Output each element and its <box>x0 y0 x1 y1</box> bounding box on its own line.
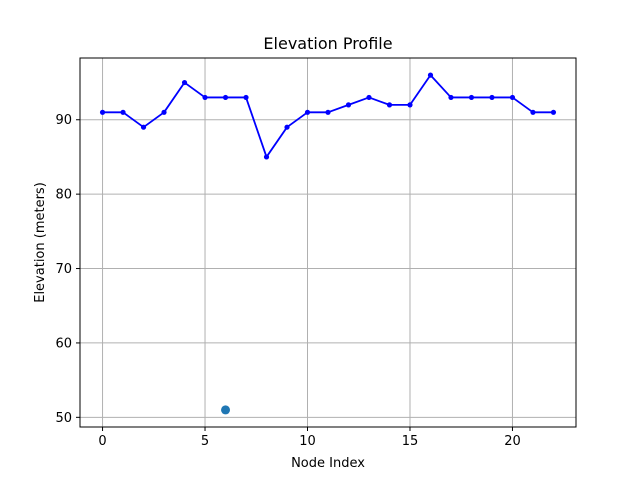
y-tick-label: 70 <box>55 262 72 277</box>
x-axis-ticks: 0 5 10 15 20 <box>98 427 521 449</box>
y-axis-label: Elevation (meters) <box>33 182 48 303</box>
elevation-point <box>509 94 516 101</box>
elevation-point <box>407 102 413 108</box>
grid-lines <box>80 58 576 427</box>
elevation-point <box>181 79 188 86</box>
elevation-point <box>202 94 208 101</box>
elevation-point <box>366 94 372 101</box>
x-tick-label: 10 <box>299 434 316 449</box>
elevation-point <box>222 94 229 101</box>
elevation-point <box>161 109 167 115</box>
elevation-point <box>386 102 393 108</box>
elevation-point <box>468 94 475 101</box>
x-tick-label: 5 <box>201 434 209 449</box>
elevation-point <box>550 109 557 115</box>
elevation-point <box>99 109 106 115</box>
x-tick-label: 15 <box>402 434 419 449</box>
highlight-marker <box>221 405 231 415</box>
y-tick-label: 50 <box>55 411 72 426</box>
chart-title: Elevation Profile <box>263 34 392 53</box>
y-tick-label: 60 <box>55 336 72 351</box>
elevation-point <box>489 94 495 101</box>
elevation-point <box>427 72 434 78</box>
y-axis-ticks: 50 60 70 80 90 <box>55 113 80 426</box>
elevation-point <box>304 109 311 115</box>
elevation-point <box>530 109 536 115</box>
elevation-point <box>325 109 331 115</box>
elevation-point <box>140 124 147 130</box>
elevation-point <box>263 154 270 160</box>
elevation-point <box>120 109 126 115</box>
x-tick-label: 20 <box>504 434 521 449</box>
elevation-point <box>243 94 249 101</box>
x-tick-label: 0 <box>98 434 106 449</box>
y-tick-label: 90 <box>55 113 72 128</box>
plot-frame <box>79 57 577 428</box>
elevation-point <box>448 94 454 101</box>
elevation-point <box>284 124 290 130</box>
elevation-point <box>345 102 352 108</box>
series-layer <box>99 72 557 415</box>
y-tick-label: 80 <box>55 188 72 203</box>
x-axis-label: Node Index <box>291 456 365 471</box>
